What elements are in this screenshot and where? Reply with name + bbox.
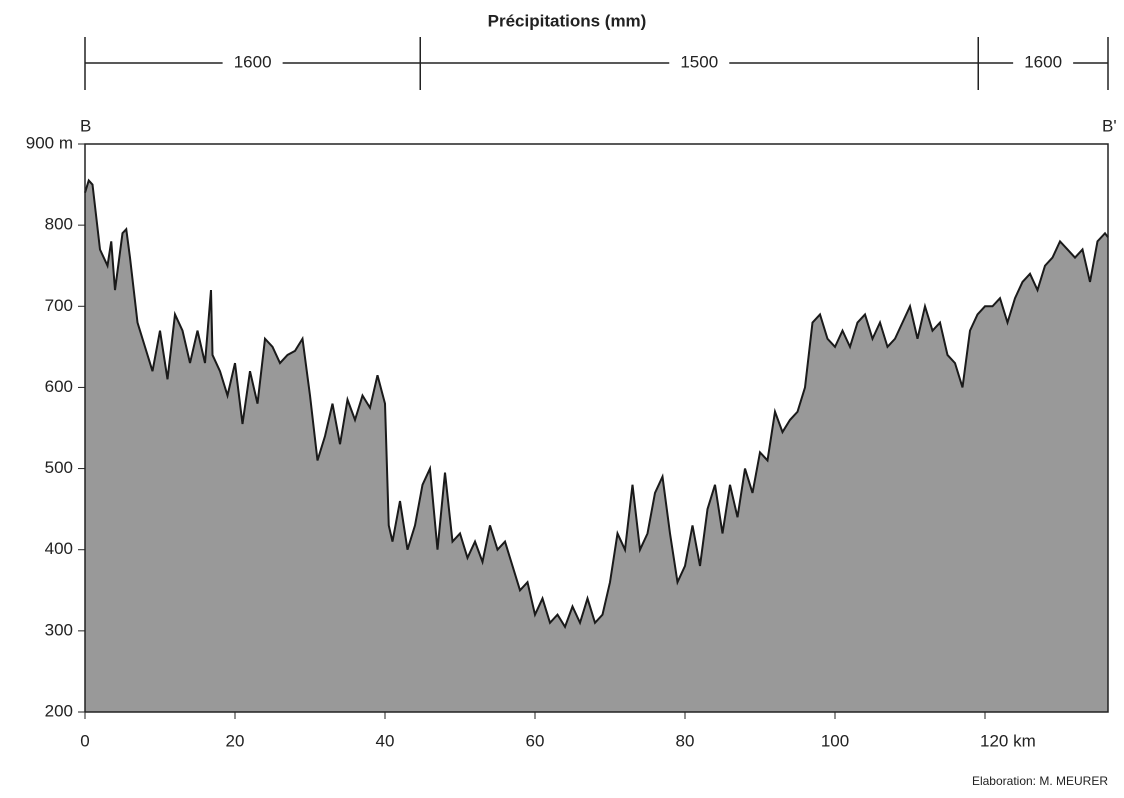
start-label: B: [80, 116, 91, 135]
x-tick-label: 60: [526, 731, 545, 750]
area: [85, 180, 1108, 712]
precip-label: 1600: [234, 52, 272, 71]
chart-title: Précipitations (mm): [488, 11, 647, 30]
y-tick-label: 600: [45, 377, 73, 396]
label-gap: [669, 53, 730, 73]
x-tick-label: 40: [376, 731, 395, 750]
x-tick-label: 20: [226, 731, 245, 750]
y-tick-label: 800: [45, 215, 73, 234]
end-label: B': [1102, 116, 1117, 135]
y-tick-label: 900 m: [26, 133, 73, 152]
y-tick-label: 200: [45, 701, 73, 720]
profile-line: [84, 178, 1109, 630]
x-tick-label: 100: [821, 731, 849, 750]
precip-label: 1600: [1024, 52, 1062, 71]
y-tick-label: 500: [45, 458, 73, 477]
plot-frame: [84, 143, 1109, 713]
y-tick-label: 400: [45, 539, 73, 558]
precip-label: 1500: [680, 52, 718, 71]
x-tick-label: 0: [80, 731, 89, 750]
credit: Elaboration: M. MEURER: [972, 774, 1108, 788]
x-tick-label: 120 km: [980, 731, 1036, 750]
y-tick-label: 700: [45, 296, 73, 315]
label-gap: [222, 53, 283, 73]
label-gap: [1013, 53, 1074, 73]
x-tick-label: 80: [676, 731, 695, 750]
y-tick-label: 300: [45, 620, 73, 639]
